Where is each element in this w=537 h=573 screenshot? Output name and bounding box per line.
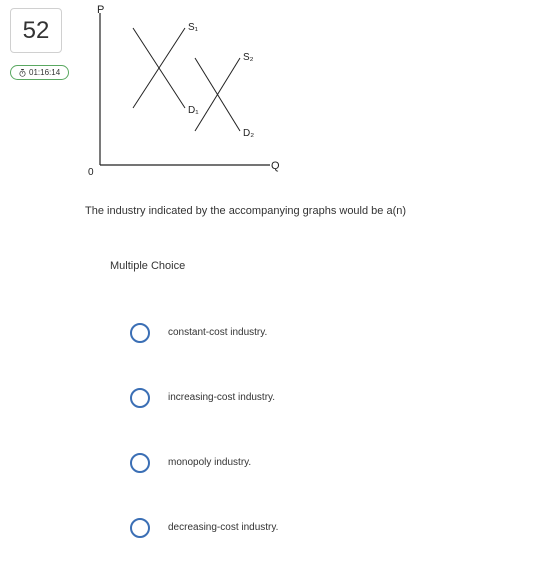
question-prompt: The industry indicated by the accompanyi…: [85, 205, 406, 217]
svg-text:S₂: S₂: [243, 52, 254, 63]
question-number-text: 52: [23, 17, 50, 45]
radio-button[interactable]: [130, 323, 150, 343]
answer-label: increasing-cost industry.: [168, 392, 275, 403]
radio-button[interactable]: [130, 518, 150, 538]
svg-text:D₁: D₁: [188, 105, 199, 116]
svg-text:Q: Q: [271, 160, 280, 172]
svg-text:0: 0: [88, 167, 94, 178]
radio-button[interactable]: [130, 388, 150, 408]
answer-label: monopoly industry.: [168, 457, 251, 468]
timer-text: 01:16:14: [29, 68, 60, 77]
answer-option[interactable]: constant-cost industry.: [130, 300, 510, 365]
answer-option[interactable]: decreasing-cost industry.: [130, 495, 510, 560]
answer-list: constant-cost industry. increasing-cost …: [130, 300, 510, 560]
svg-text:P: P: [97, 5, 104, 16]
radio-button[interactable]: [130, 453, 150, 473]
answer-label: decreasing-cost industry.: [168, 522, 278, 533]
question-number: 52: [10, 8, 62, 53]
section-label: Multiple Choice: [110, 260, 185, 272]
svg-text:D₂: D₂: [243, 128, 254, 139]
answer-label: constant-cost industry.: [168, 327, 267, 338]
timer-badge: 01:16:14: [10, 65, 69, 80]
stopwatch-icon: [19, 69, 26, 77]
svg-text:S₁: S₁: [188, 22, 199, 33]
answer-option[interactable]: monopoly industry.: [130, 430, 510, 495]
supply-demand-graph: P Q 0 S₁ D₁ S₂ D₂: [85, 5, 280, 185]
answer-option[interactable]: increasing-cost industry.: [130, 365, 510, 430]
